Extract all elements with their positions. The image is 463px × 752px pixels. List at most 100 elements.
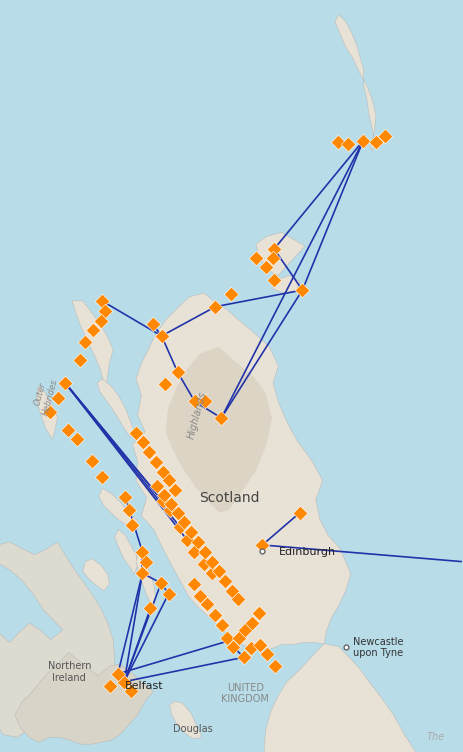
Polygon shape	[114, 529, 138, 575]
Point	[139, 436, 146, 448]
Point	[161, 378, 169, 390]
Point	[121, 491, 129, 503]
Point	[88, 455, 95, 467]
Point	[235, 632, 242, 644]
Point	[234, 593, 242, 605]
Polygon shape	[256, 232, 304, 275]
Point	[61, 377, 69, 389]
Point	[269, 252, 276, 264]
Point	[295, 507, 303, 519]
Point	[263, 648, 270, 660]
Point	[208, 556, 215, 568]
Point	[167, 498, 174, 510]
Point	[256, 638, 263, 650]
Point	[371, 135, 379, 147]
Point	[174, 507, 181, 519]
Point	[64, 423, 72, 435]
Point	[99, 471, 106, 483]
Point	[153, 481, 160, 493]
Point	[46, 406, 54, 418]
Point	[187, 526, 194, 538]
Point	[254, 608, 262, 620]
Point	[211, 609, 219, 621]
Point	[208, 567, 215, 579]
Point	[157, 330, 165, 342]
Point	[180, 517, 188, 529]
Point	[270, 660, 278, 672]
Point	[203, 598, 210, 610]
Point	[214, 566, 222, 578]
Point	[97, 315, 105, 327]
Text: Northern
Ireland: Northern Ireland	[48, 661, 91, 683]
Point	[248, 617, 255, 629]
Point	[152, 456, 160, 468]
Point	[200, 557, 207, 569]
Point	[359, 135, 366, 147]
Point	[76, 354, 83, 366]
Point	[54, 393, 62, 405]
Point	[98, 295, 106, 307]
Point	[258, 539, 266, 551]
Text: Douglas: Douglas	[173, 723, 213, 733]
Point	[171, 484, 178, 496]
Polygon shape	[36, 386, 57, 439]
Point	[142, 556, 149, 568]
Point	[157, 577, 164, 589]
Point	[201, 396, 209, 408]
Polygon shape	[165, 347, 271, 513]
Point	[132, 426, 139, 438]
Point	[218, 619, 225, 631]
Text: Edinburgh: Edinburgh	[278, 547, 335, 556]
Text: Newcastle
upon Tyne: Newcastle upon Tyne	[352, 637, 403, 658]
Point	[269, 274, 277, 287]
Point	[191, 396, 198, 408]
Point	[164, 588, 172, 600]
Text: The: The	[426, 732, 444, 742]
Point	[201, 546, 209, 558]
Point	[189, 546, 197, 558]
Point	[189, 578, 197, 590]
Point	[239, 651, 247, 663]
Polygon shape	[72, 301, 113, 389]
Polygon shape	[169, 701, 201, 738]
Point	[229, 641, 236, 653]
Polygon shape	[15, 653, 153, 744]
Point	[127, 685, 134, 697]
Text: Belfast: Belfast	[125, 681, 163, 690]
Polygon shape	[99, 488, 138, 526]
Polygon shape	[334, 14, 375, 151]
Point	[138, 546, 146, 558]
Point	[194, 536, 202, 548]
Point	[166, 504, 173, 516]
Point	[145, 446, 153, 458]
Point	[106, 680, 114, 692]
Point	[228, 585, 235, 597]
Point	[270, 243, 277, 255]
Text: UNITED
KINGDOM: UNITED KINGDOM	[221, 683, 269, 704]
Point	[160, 489, 167, 501]
Point	[120, 675, 128, 687]
Polygon shape	[0, 542, 114, 740]
Point	[100, 305, 108, 317]
Point	[381, 130, 388, 142]
Polygon shape	[82, 559, 109, 591]
Text: Scotland: Scotland	[199, 491, 259, 505]
Point	[159, 495, 166, 507]
Polygon shape	[127, 644, 457, 752]
Point	[223, 632, 230, 644]
Text: Highlands: Highlands	[186, 390, 208, 440]
Point	[89, 324, 96, 336]
Point	[252, 252, 259, 264]
Point	[176, 521, 184, 533]
Point	[217, 412, 225, 424]
Polygon shape	[273, 275, 299, 293]
Polygon shape	[132, 293, 350, 650]
Point	[146, 602, 154, 614]
Point	[343, 138, 350, 150]
Point	[221, 575, 228, 587]
Point	[174, 366, 181, 378]
Polygon shape	[97, 379, 134, 438]
Point	[183, 534, 190, 546]
Point	[159, 465, 166, 478]
Point	[128, 520, 136, 532]
